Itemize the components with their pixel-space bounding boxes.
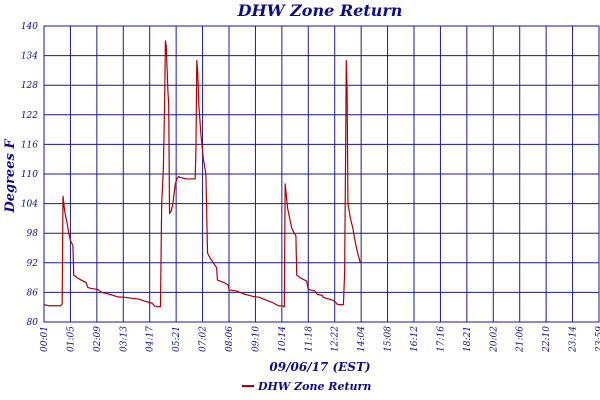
legend: DHW Zone Return (242, 380, 371, 393)
x-tick-label: 01:05 (66, 326, 76, 352)
x-axis-label: 09/06/17 (EST) (269, 360, 370, 374)
x-tick-labels: 00:01 01:05 02:09 03:13 04:17 05:21 07:02 08:06… (40, 326, 600, 353)
x-tick-label: 23:14 (569, 326, 579, 353)
x-tick-label: 08:06 (225, 326, 235, 352)
x-tick-label: 16:12 (410, 326, 420, 352)
plot-frame (43, 25, 600, 323)
y-tick-label: 98 (27, 229, 39, 239)
x-tick-label: 07:02 (199, 326, 209, 352)
x-tick-label: 03:13 (119, 326, 129, 352)
x-tick-label: 20:02 (489, 326, 499, 353)
x-tick-label: 17:16 (436, 326, 446, 352)
y-tick-labels: 80 86 92 98 104 110 116 122 128 134 140 (21, 22, 38, 328)
y-tick-label: 92 (27, 259, 39, 269)
y-tick-label: 116 (21, 140, 38, 150)
chart-title: DHW Zone Return (237, 1, 403, 20)
y-tick-label: 134 (21, 52, 38, 62)
x-tick-label: 23:59 (595, 326, 600, 353)
y-tick-label: 104 (21, 200, 38, 210)
y-tick-label: 80 (27, 318, 39, 328)
y-tick-label: 140 (21, 22, 38, 32)
x-tick-label: 00:01 (40, 326, 50, 352)
x-tick-label: 02:09 (93, 326, 103, 352)
legend-label: DHW Zone Return (257, 380, 371, 393)
y-axis-label: Degrees F (3, 139, 18, 214)
x-tick-label: 18:21 (463, 326, 473, 352)
x-tick-label: 15:08 (384, 326, 394, 352)
x-tick-label: 22:10 (542, 326, 552, 353)
x-tick-label: 10:14 (278, 326, 288, 352)
y-tick-label: 86 (27, 288, 39, 298)
x-tick-label: 14:04 (357, 326, 367, 352)
x-tick-label: 12:22 (331, 326, 341, 352)
x-tick-label: 05:21 (172, 326, 182, 352)
series-line (44, 40, 361, 308)
x-tick-label: 09:10 (251, 326, 261, 352)
x-tick-label: 11:18 (304, 326, 314, 352)
x-tick-label: 04:17 (146, 326, 156, 352)
y-tick-label: 110 (21, 170, 38, 180)
x-tick-label: 21:06 (516, 326, 526, 353)
y-tick-label: 122 (21, 111, 38, 121)
y-tick-label: 128 (21, 81, 38, 91)
grid (43, 25, 600, 323)
series-group (44, 40, 361, 308)
